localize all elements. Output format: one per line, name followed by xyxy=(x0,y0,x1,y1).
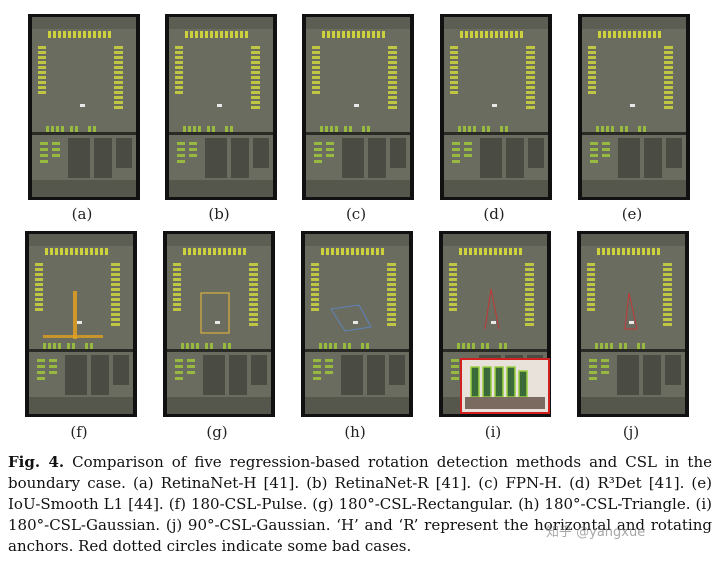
panel-g xyxy=(163,231,275,417)
panel-d xyxy=(440,14,552,200)
aerial-image-c xyxy=(302,14,414,200)
panel-label-g: (g) xyxy=(206,423,228,441)
panel-e xyxy=(578,14,690,200)
panel-label-b: (b) xyxy=(208,205,230,223)
figure-number: Fig. 4. xyxy=(8,453,65,471)
watermark: 知乎 @yangxue xyxy=(546,525,646,540)
panel-b xyxy=(165,14,277,200)
panel-f xyxy=(25,231,137,417)
figure-caption: Fig. 4. Comparison of five regression-ba… xyxy=(8,452,712,557)
panel-label-j: (j) xyxy=(622,423,640,441)
aerial-image-i xyxy=(439,231,551,417)
aerial-image-f xyxy=(25,231,137,417)
aerial-image-g xyxy=(163,231,275,417)
aerial-image-b xyxy=(165,14,277,200)
aerial-image-h xyxy=(301,231,413,417)
aerial-image-a xyxy=(28,14,140,200)
panel-label-i: (i) xyxy=(484,423,502,441)
aerial-image-d xyxy=(440,14,552,200)
panel-label-c: (c) xyxy=(345,205,367,223)
panel-label-h: (h) xyxy=(344,423,366,441)
panel-a xyxy=(28,14,140,200)
panel-c xyxy=(302,14,414,200)
aerial-image-j xyxy=(577,231,689,417)
panel-j xyxy=(577,231,689,417)
panel-i xyxy=(439,231,551,417)
panel-label-d: (d) xyxy=(483,205,505,223)
panel-label-a: (a) xyxy=(71,205,93,223)
caption-text: Comparison of five regression-based rota… xyxy=(8,453,712,555)
panel-h xyxy=(301,231,413,417)
panel-label-f: (f) xyxy=(70,423,88,441)
panel-label-e: (e) xyxy=(621,205,643,223)
aerial-image-e xyxy=(578,14,690,200)
